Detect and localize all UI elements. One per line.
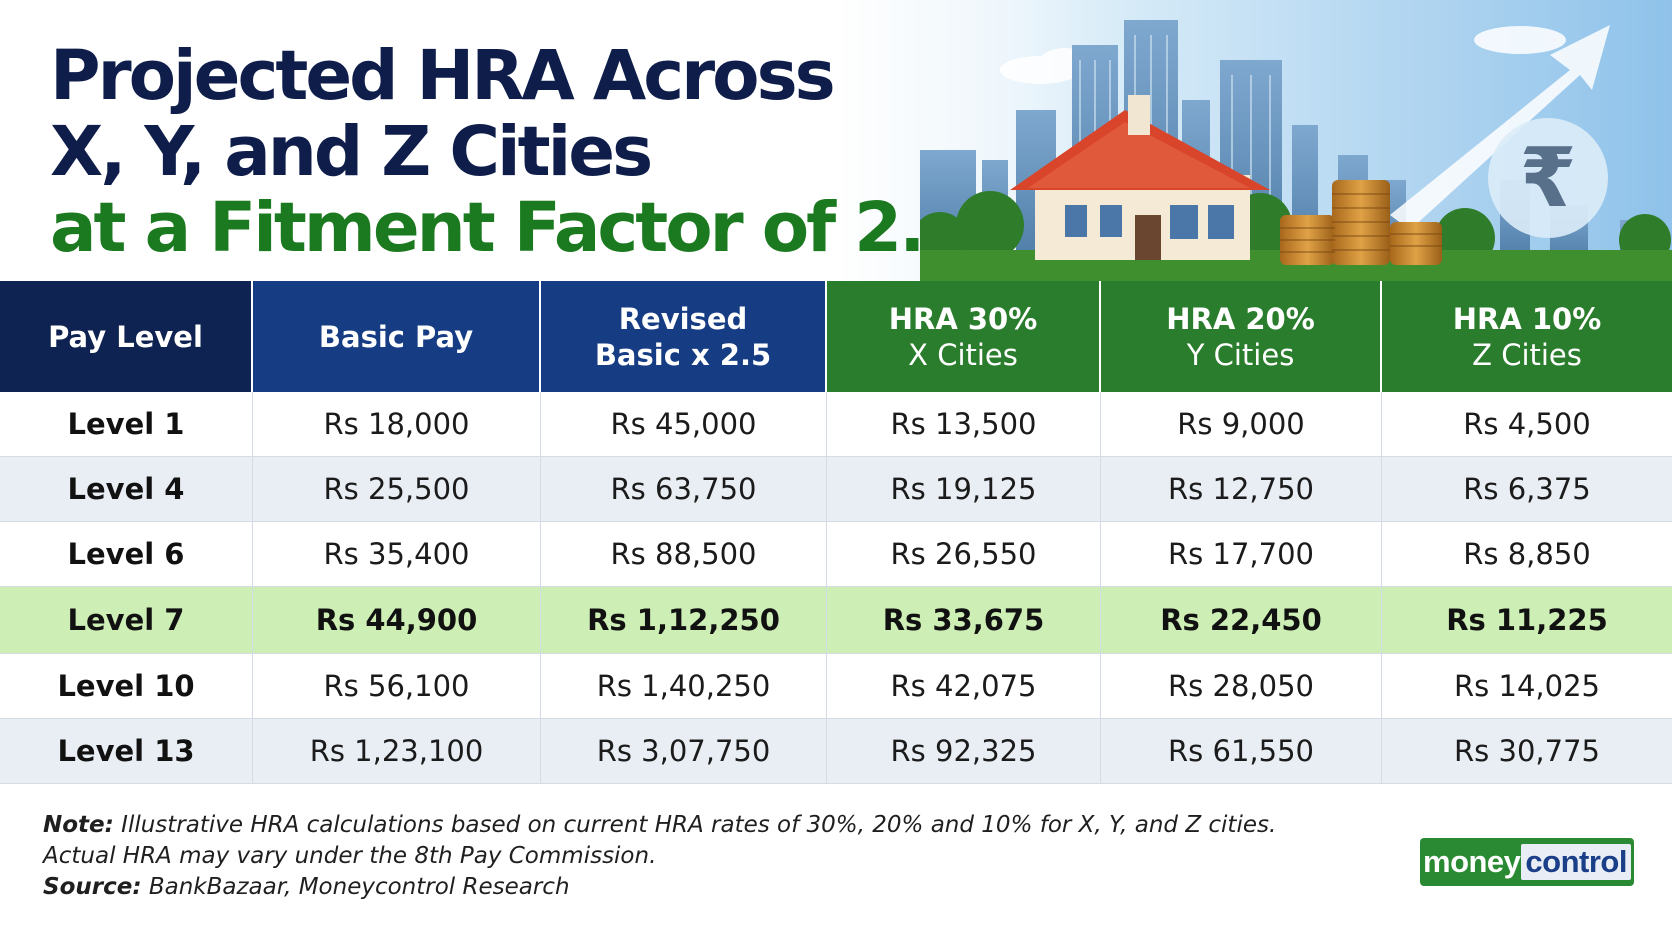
col-header-label: Pay Level — [48, 319, 203, 354]
col-header-label: Basic Pay — [318, 319, 474, 354]
cell-hra-x: Rs 26,550 — [827, 522, 1101, 586]
cell-hra-x: Rs 13,500 — [827, 392, 1101, 456]
cell-basic-pay: Rs 1,23,100 — [253, 719, 541, 783]
cell-basic-pay: Rs 56,100 — [253, 654, 541, 718]
hra-table: Pay Level Basic Pay Revised Basic x 2.5 … — [0, 281, 1672, 784]
col-header-label: HRA 20% — [1166, 301, 1315, 336]
house-icon — [1010, 95, 1270, 260]
table-row-highlighted: Level 7 Rs 44,900 Rs 1,12,250 Rs 33,675 … — [0, 587, 1672, 654]
cell-hra-z: Rs 4,500 — [1463, 407, 1591, 441]
table-row: Level 10 Rs 56,100 Rs 1,40,250 Rs 42,075… — [0, 654, 1672, 719]
title-line-1: Projected HRA Across — [50, 36, 836, 116]
logo-word-1: money — [1423, 844, 1521, 879]
cell-hra-x: Rs 33,675 — [827, 587, 1101, 653]
cell-level: Level 10 — [0, 654, 253, 718]
title-line-2: X, Y, and Z Cities — [50, 112, 653, 192]
table-row: Level 4 Rs 25,500 Rs 63,750 Rs 19,125 Rs… — [0, 457, 1672, 522]
col-header-label: HRA 10% — [1452, 301, 1602, 336]
col-header-label: Revised — [618, 301, 748, 336]
note-line-2: Actual HRA may vary under the 8th Pay Co… — [43, 843, 657, 869]
col-header-revised-basic: Revised Basic x 2.5 — [541, 281, 827, 392]
col-header-basic-pay: Basic Pay — [253, 281, 541, 392]
col-header-sublabel: X Cities — [908, 337, 1018, 372]
note-label: Note: — [43, 812, 114, 838]
cell-hra-y: Rs 61,550 — [1101, 719, 1382, 783]
header: Projected HRA Across X, Y, and Z Cities … — [0, 0, 1672, 282]
cell-basic-pay: Rs 25,500 — [253, 457, 541, 521]
cell-revised-basic: Rs 63,750 — [541, 457, 827, 521]
cell-level: Level 1 — [0, 392, 253, 456]
cell-revised-basic: Rs 1,40,250 — [541, 654, 827, 718]
cell-hra-x: Rs 19,125 — [827, 457, 1101, 521]
cell-revised-basic: Rs 3,07,750 — [541, 719, 827, 783]
cell-hra-z: Rs 8,850 — [1463, 537, 1591, 571]
col-header-sublabel: Z Cities — [1472, 337, 1582, 372]
cell-hra-y: Rs 12,750 — [1101, 457, 1382, 521]
col-header-sublabel: Basic x 2.5 — [594, 337, 772, 372]
house-city-illustration: ₹ — [920, 0, 1672, 282]
col-header-pay-level: Pay Level — [0, 281, 253, 392]
cell-revised-basic: Rs 1,12,250 — [541, 587, 827, 653]
table-row: Level 1 Rs 18,000 Rs 45,000 Rs 13,500 Rs… — [0, 392, 1672, 457]
col-header-sublabel: Y Cities — [1186, 337, 1295, 372]
rupee-icon: ₹ — [1488, 118, 1608, 238]
col-header-hra-y: HRA 20% Y Cities — [1101, 281, 1382, 392]
source-line: Source: BankBazaar, Moneycontrol Researc… — [43, 872, 1276, 903]
title-line-3: at a Fitment Factor of 2.5 — [50, 188, 970, 268]
cell-hra-z: Rs 6,375 — [1463, 472, 1591, 506]
page-title: Projected HRA Across X, Y, and Z Cities … — [50, 36, 970, 268]
cell-basic-pay: Rs 44,900 — [253, 587, 541, 653]
table-row: Level 13 Rs 1,23,100 Rs 3,07,750 Rs 92,3… — [0, 719, 1672, 784]
cell-level: Level 4 — [0, 457, 253, 521]
moneycontrol-logo: money control — [1420, 838, 1634, 886]
col-header-label: HRA 30% — [888, 301, 1038, 336]
cell-level: Level 6 — [0, 522, 253, 586]
table-header-row: Pay Level Basic Pay Revised Basic x 2.5 … — [0, 281, 1672, 392]
cell-level: Level 7 — [0, 587, 253, 653]
source-text: BankBazaar, Moneycontrol Research — [141, 874, 570, 900]
svg-text:₹: ₹ — [1519, 131, 1576, 226]
cell-basic-pay: Rs 18,000 — [253, 392, 541, 456]
source-label: Source: — [43, 874, 142, 900]
cell-hra-y: Rs 28,050 — [1101, 654, 1382, 718]
cell-hra-y: Rs 9,000 — [1101, 392, 1382, 456]
cell-level: Level 13 — [0, 719, 253, 783]
cell-hra-z: Rs 14,025 — [1454, 669, 1600, 703]
cell-hra-y: Rs 22,450 — [1101, 587, 1382, 653]
cell-hra-z: Rs 30,775 — [1454, 734, 1600, 768]
col-header-hra-x: HRA 30% X Cities — [827, 281, 1101, 392]
cell-hra-y: Rs 17,700 — [1101, 522, 1382, 586]
cell-hra-x: Rs 92,325 — [827, 719, 1101, 783]
table-row: Level 6 Rs 35,400 Rs 88,500 Rs 26,550 Rs… — [0, 522, 1672, 587]
cell-hra-x: Rs 42,075 — [827, 654, 1101, 718]
col-header-hra-z: HRA 10% Z Cities — [1382, 281, 1672, 392]
footer-notes: Note: Illustrative HRA calculations base… — [43, 810, 1276, 903]
note-line: Note: Illustrative HRA calculations base… — [43, 810, 1276, 841]
cell-revised-basic: Rs 88,500 — [541, 522, 827, 586]
cell-basic-pay: Rs 35,400 — [253, 522, 541, 586]
growth-arrow-icon — [1390, 25, 1610, 230]
cell-hra-z: Rs 11,225 — [1446, 603, 1608, 637]
cell-revised-basic: Rs 45,000 — [541, 392, 827, 456]
logo-word-2: control — [1521, 844, 1631, 880]
note-text: Illustrative HRA calculations based on c… — [113, 812, 1277, 838]
